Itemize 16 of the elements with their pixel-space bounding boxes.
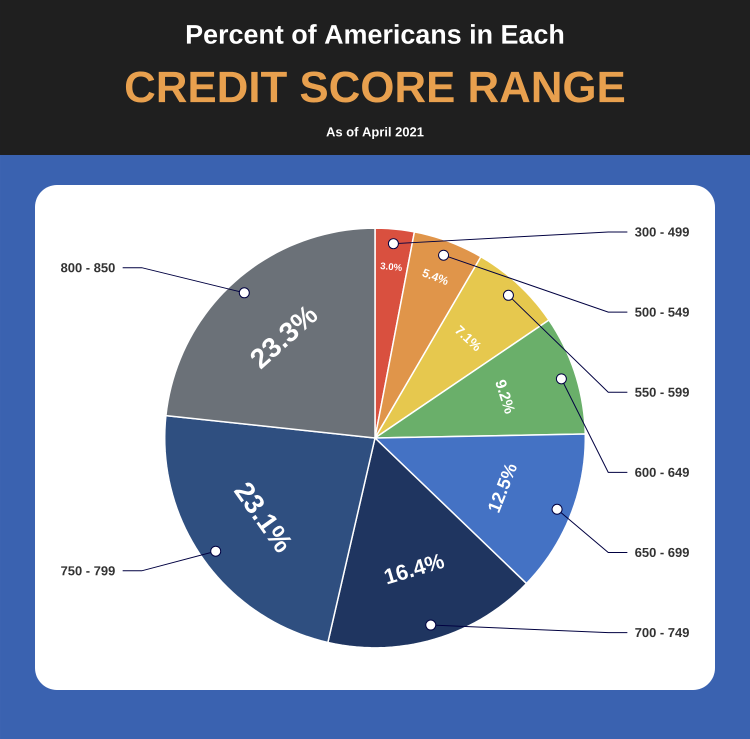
slice-label: 700 - 749: [635, 628, 689, 638]
data-label: 3.0%: [380, 262, 402, 271]
data-label: 12.5%: [488, 464, 517, 513]
slice-label: 500 - 549: [635, 307, 689, 317]
slice-label: 800 - 850: [60, 263, 115, 272]
data-label: 9.2%: [496, 380, 515, 414]
slice-label: 600 - 649: [635, 468, 689, 477]
data-label: 16.4%: [384, 554, 444, 584]
chart-subtitle: CREDIT SCORE RANGE: [126, 71, 624, 102]
data-label: 5.4%: [422, 268, 448, 285]
text: As of April 2021: [326, 126, 424, 140]
slice-label: 650 - 699: [635, 548, 689, 558]
slice-label: 750 - 799: [61, 566, 115, 576]
chart-title: Percent of Americans in Each: [186, 24, 564, 44]
slice-label: 550 - 599: [635, 388, 689, 397]
slice-label: 300 - 499: [635, 227, 689, 237]
